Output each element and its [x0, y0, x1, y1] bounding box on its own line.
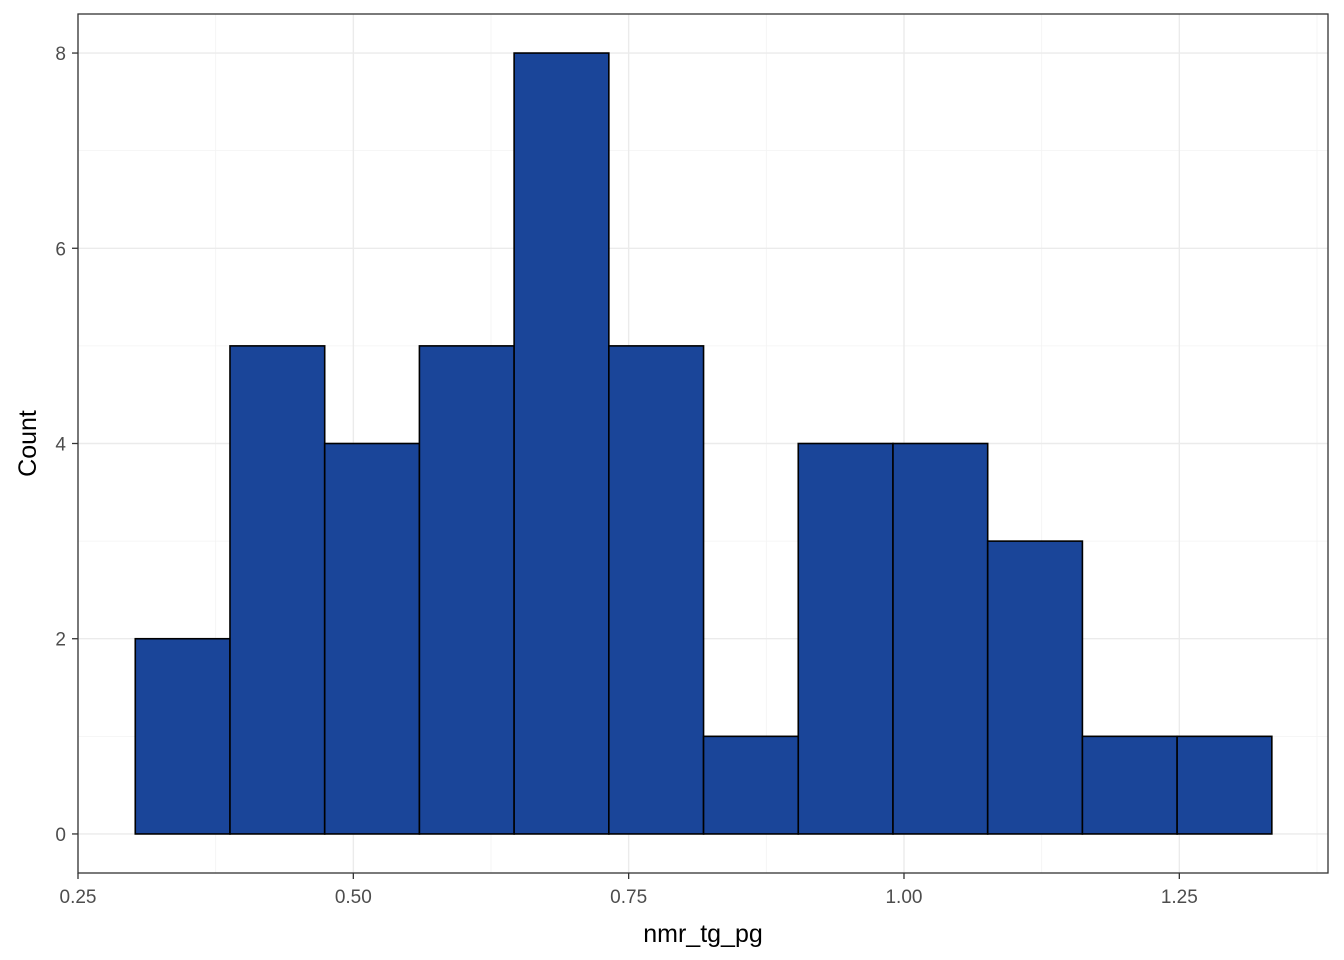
y-tick-label: 8: [55, 44, 66, 65]
histogram-bar: [418, 345, 515, 835]
histogram-bar: [513, 52, 610, 835]
y-axis-ticks: 0 2 4 6 8: [55, 44, 78, 846]
histogram-bar: [702, 735, 800, 835]
histogram-bar: [797, 442, 894, 835]
y-tick-label: 0: [55, 825, 66, 846]
histogram-bar: [323, 442, 421, 835]
x-tick-label: 1.25: [1161, 887, 1198, 908]
y-tick-label: 4: [55, 435, 66, 456]
histogram-bar: [1081, 735, 1178, 835]
x-tick-label: 0.25: [60, 887, 97, 908]
histogram-bar: [1176, 735, 1273, 835]
y-tick-label: 6: [55, 239, 66, 260]
histogram-bar: [986, 540, 1084, 835]
y-axis-title: Count: [14, 410, 42, 477]
histogram-bar: [229, 345, 326, 835]
x-tick-label: 0.50: [335, 887, 372, 908]
histogram-bars: [134, 52, 1273, 835]
y-tick-label: 2: [55, 630, 66, 651]
x-tick-label: 0.75: [610, 887, 647, 908]
histogram-bar: [608, 345, 705, 835]
histogram-bar: [134, 637, 231, 835]
x-axis-ticks: 0.25 0.50 0.75 1.00 1.25: [60, 873, 1198, 908]
histogram-bar: [892, 442, 989, 835]
x-axis-title: nmr_tg_pg: [643, 920, 763, 948]
x-tick-label: 1.00: [885, 887, 922, 908]
